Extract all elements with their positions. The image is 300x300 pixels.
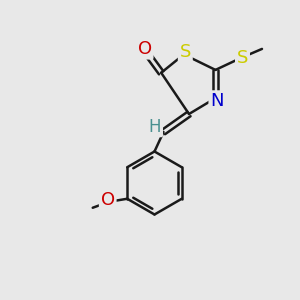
Text: O: O: [138, 40, 152, 58]
Text: S: S: [180, 43, 191, 61]
Text: H: H: [149, 118, 161, 136]
Text: N: N: [210, 92, 224, 110]
Text: O: O: [101, 191, 115, 209]
Text: S: S: [237, 49, 248, 67]
